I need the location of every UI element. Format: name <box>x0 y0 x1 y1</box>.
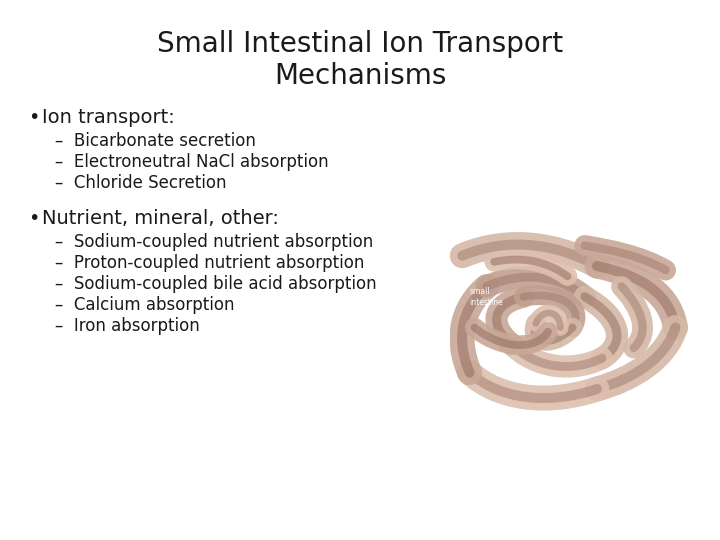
Text: Small Intestinal Ion Transport: Small Intestinal Ion Transport <box>157 30 563 58</box>
Text: –  Sodium-coupled bile acid absorption: – Sodium-coupled bile acid absorption <box>55 275 377 293</box>
Text: Nutrient, mineral, other:: Nutrient, mineral, other: <box>42 209 279 228</box>
Text: –  Proton-coupled nutrient absorption: – Proton-coupled nutrient absorption <box>55 254 364 272</box>
Text: •: • <box>28 209 40 228</box>
Text: –  Sodium-coupled nutrient absorption: – Sodium-coupled nutrient absorption <box>55 233 373 251</box>
Text: –  Chloride Secretion: – Chloride Secretion <box>55 174 227 192</box>
Text: –  Iron absorption: – Iron absorption <box>55 317 199 335</box>
Text: Ion transport:: Ion transport: <box>42 108 175 127</box>
Text: –  Electroneutral NaCl absorption: – Electroneutral NaCl absorption <box>55 153 328 171</box>
Text: •: • <box>28 108 40 127</box>
Text: –  Bicarbonate secretion: – Bicarbonate secretion <box>55 132 256 150</box>
Text: –  Calcium absorption: – Calcium absorption <box>55 296 235 314</box>
Text: small
intestine: small intestine <box>469 287 503 307</box>
Text: Mechanisms: Mechanisms <box>274 62 446 90</box>
